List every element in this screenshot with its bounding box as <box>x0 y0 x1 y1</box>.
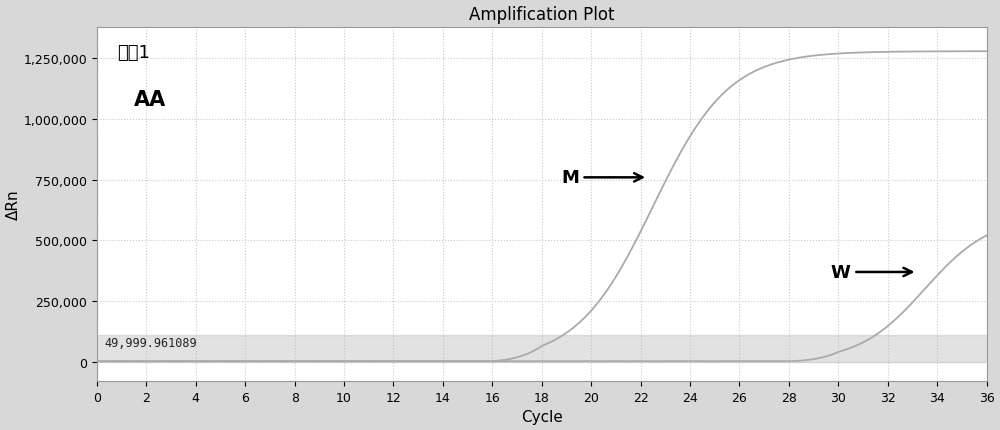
Text: M: M <box>561 169 642 187</box>
X-axis label: Cycle: Cycle <box>521 409 563 424</box>
Text: W: W <box>831 263 912 281</box>
Text: AA: AA <box>134 89 166 109</box>
Title: Amplification Plot: Amplification Plot <box>469 6 615 24</box>
Text: 样执1: 样执1 <box>117 44 150 62</box>
Bar <box>97 335 987 362</box>
Y-axis label: ΔRn: ΔRn <box>6 189 21 220</box>
Text: 49,999.961089: 49,999.961089 <box>104 336 197 349</box>
